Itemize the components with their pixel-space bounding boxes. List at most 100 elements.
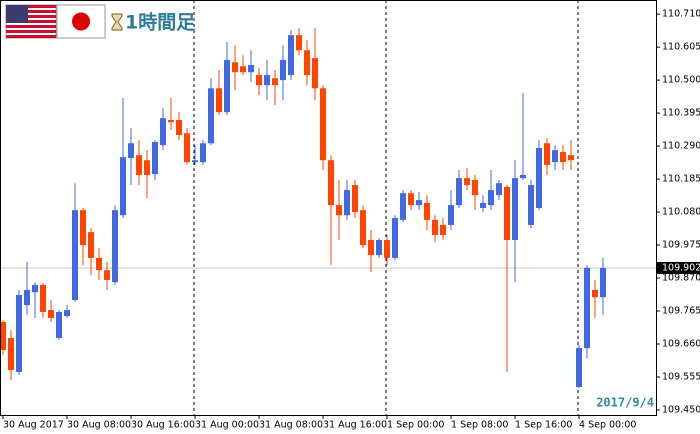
y-tick-label: 109.870 xyxy=(662,273,700,284)
candle-body xyxy=(256,75,262,86)
candle-body xyxy=(64,310,70,317)
candle-body xyxy=(376,240,382,256)
header: 1時間足 xyxy=(5,4,196,39)
y-tick-label: 110.395 xyxy=(662,108,700,119)
candle-body xyxy=(552,150,558,163)
hourglass-icon xyxy=(111,13,123,31)
candle-body xyxy=(120,157,126,216)
candle-body xyxy=(312,58,318,89)
candle-body xyxy=(496,183,502,196)
candle-body xyxy=(544,143,550,165)
candle-body xyxy=(72,210,78,301)
candle-body xyxy=(488,190,494,206)
candle-body xyxy=(464,178,470,186)
candle-body xyxy=(280,60,286,81)
y-tick-label: 110.185 xyxy=(662,174,700,185)
candle-body xyxy=(408,193,414,206)
y-tick-label: 109.975 xyxy=(662,240,700,251)
y-tick-label: 110.500 xyxy=(662,75,700,86)
candle-body xyxy=(160,118,166,146)
candle-body xyxy=(320,88,326,161)
japan-flag xyxy=(56,4,106,39)
x-tick-label: 30 Aug 08:00 xyxy=(67,420,131,431)
candle-body xyxy=(88,232,94,258)
candle-body xyxy=(456,178,462,206)
candle-body xyxy=(504,186,510,241)
x-tick-label: 31 Aug 08:00 xyxy=(259,420,323,431)
x-tick-label: 31 Aug 16:00 xyxy=(323,420,387,431)
candle-body xyxy=(328,160,334,206)
candle-body xyxy=(416,200,422,206)
candle-body xyxy=(352,185,358,213)
candle-body xyxy=(448,205,454,225)
candle-body xyxy=(56,311,62,339)
candle-body xyxy=(384,240,390,258)
candle-body xyxy=(176,120,182,136)
candle-body xyxy=(432,219,438,235)
candle-body xyxy=(168,120,174,123)
candle-body xyxy=(224,60,230,113)
candle-body xyxy=(584,267,590,349)
candle-body xyxy=(592,289,598,298)
candle-body xyxy=(144,160,150,175)
y-tick-label: 109.765 xyxy=(662,306,700,317)
candle-body xyxy=(112,210,118,283)
candle-body xyxy=(296,35,302,51)
candle-body xyxy=(40,284,46,312)
candle-body xyxy=(24,289,30,306)
candle-body xyxy=(600,267,606,298)
plot-frame xyxy=(0,0,657,416)
candle-body xyxy=(8,338,14,371)
candle-body xyxy=(184,133,190,163)
candle-body xyxy=(232,62,238,73)
candle-body xyxy=(32,284,38,293)
candle-body xyxy=(80,210,86,246)
candle-body xyxy=(272,78,278,86)
candle-body xyxy=(104,270,110,280)
last-price-label: 109.902 xyxy=(662,262,700,273)
candle-body xyxy=(216,88,222,113)
candle-body xyxy=(288,35,294,76)
us-flag xyxy=(5,4,57,39)
x-tick-label: 30 Aug 16:00 xyxy=(131,420,195,431)
x-tick-label: 4 Sep 00:00 xyxy=(579,420,636,431)
x-tick-label: 1 Sep 08:00 xyxy=(451,420,508,431)
candle-body xyxy=(48,310,54,318)
candle-body xyxy=(96,257,102,271)
candle-body xyxy=(360,210,366,246)
candle-body xyxy=(304,50,310,76)
candle-body xyxy=(520,174,526,179)
y-tick-label: 110.605 xyxy=(662,42,700,53)
y-tick-label: 110.080 xyxy=(662,207,700,218)
x-tick-label: 31 Aug 00:00 xyxy=(195,420,259,431)
candle-body xyxy=(440,224,446,235)
candle-body xyxy=(512,178,518,241)
candle-body xyxy=(368,240,374,256)
candle-body xyxy=(576,348,582,388)
candle-body xyxy=(392,218,398,258)
x-tick-label: 1 Sep 00:00 xyxy=(387,420,444,431)
candle-body xyxy=(536,147,542,208)
candle-body xyxy=(264,75,270,86)
chart-title: 1時間足 xyxy=(125,12,196,34)
candle-body xyxy=(192,160,198,163)
candle-body xyxy=(480,202,486,208)
candle-body xyxy=(128,143,134,159)
y-tick-label: 109.660 xyxy=(662,339,700,350)
y-tick-label: 109.555 xyxy=(662,371,700,382)
y-tick-label: 109.450 xyxy=(662,404,700,415)
last-price-box xyxy=(656,261,700,274)
candle-body xyxy=(136,155,142,175)
candle-body xyxy=(560,152,566,163)
candle-body xyxy=(16,294,22,372)
x-tick-label: 1 Sep 16:00 xyxy=(515,420,572,431)
candle-body xyxy=(424,202,430,220)
candle-body xyxy=(240,66,246,73)
candle-body xyxy=(152,141,158,175)
y-tick-label: 110.290 xyxy=(662,141,700,152)
candle-body xyxy=(344,190,350,216)
x-tick-label: 30 Aug 2017 xyxy=(3,420,64,431)
plot-area xyxy=(0,0,656,415)
